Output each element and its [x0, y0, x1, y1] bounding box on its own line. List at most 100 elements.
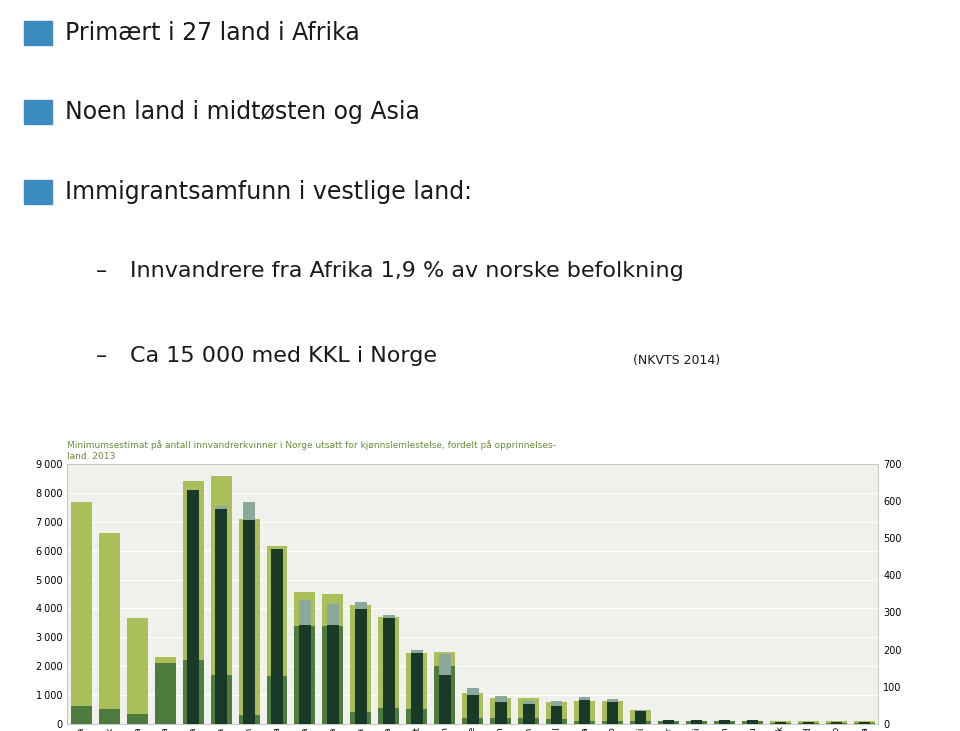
Bar: [272, 550, 283, 724]
Bar: [826, 721, 847, 722]
Bar: [491, 718, 512, 724]
Bar: [607, 702, 618, 724]
Bar: [323, 626, 344, 724]
Bar: [215, 509, 227, 724]
Bar: [551, 706, 563, 724]
Bar: [355, 609, 367, 724]
Bar: [411, 654, 422, 724]
Bar: [238, 715, 259, 724]
Bar: [210, 476, 231, 675]
Bar: [295, 626, 316, 724]
Bar: [300, 600, 311, 626]
Bar: [267, 676, 287, 724]
Text: Minimumsestimat på antall innvandrerkvinner i Norge utsatt for kjønnslemlestelse: Minimumsestimat på antall innvandrerkvin…: [67, 439, 556, 461]
Bar: [127, 618, 148, 713]
Bar: [182, 482, 204, 660]
Bar: [798, 721, 819, 722]
Bar: [187, 490, 199, 724]
Bar: [770, 721, 791, 722]
Bar: [854, 722, 875, 724]
Bar: [71, 706, 91, 724]
Bar: [434, 651, 455, 666]
Bar: [439, 654, 450, 675]
Bar: [495, 702, 507, 724]
Bar: [434, 666, 455, 724]
Bar: [350, 605, 372, 712]
Bar: [579, 697, 590, 700]
Bar: [803, 722, 814, 724]
Bar: [659, 721, 679, 724]
Bar: [602, 702, 623, 721]
Bar: [439, 675, 450, 724]
Bar: [686, 721, 708, 724]
Bar: [579, 700, 590, 724]
Bar: [327, 626, 339, 724]
Bar: [467, 688, 479, 694]
Bar: [630, 721, 651, 724]
Bar: [798, 722, 819, 724]
Bar: [523, 704, 535, 724]
Text: Ca 15 000 med KKL i Norge: Ca 15 000 med KKL i Norge: [130, 346, 437, 366]
Bar: [607, 700, 618, 702]
Bar: [467, 694, 479, 724]
Bar: [127, 713, 148, 724]
Bar: [24, 180, 52, 204]
Text: Innvandrere fra Afrika 1,9 % av norske befolkning: Innvandrere fra Afrika 1,9 % av norske b…: [130, 262, 684, 281]
Bar: [518, 698, 540, 718]
Bar: [854, 721, 875, 722]
Bar: [546, 702, 567, 719]
Bar: [495, 695, 507, 702]
Bar: [551, 702, 563, 706]
Bar: [323, 594, 344, 626]
Bar: [574, 721, 595, 724]
Text: –: –: [96, 262, 108, 281]
Bar: [463, 718, 483, 724]
Text: Immigrantsamfunn i vestlige land:: Immigrantsamfunn i vestlige land:: [65, 180, 472, 204]
Bar: [295, 593, 316, 626]
Bar: [830, 722, 842, 724]
Text: (NKVTS 2014): (NKVTS 2014): [629, 354, 720, 367]
Bar: [267, 546, 287, 676]
Bar: [378, 617, 399, 708]
Bar: [742, 721, 763, 724]
Bar: [411, 651, 422, 654]
Bar: [714, 721, 735, 724]
Bar: [24, 100, 52, 124]
Bar: [775, 722, 786, 724]
Bar: [378, 708, 399, 724]
Bar: [327, 604, 339, 626]
Bar: [71, 501, 91, 706]
Bar: [662, 720, 674, 724]
Bar: [491, 698, 512, 718]
Bar: [747, 720, 758, 724]
Bar: [383, 618, 395, 724]
Bar: [546, 719, 567, 724]
Bar: [243, 520, 254, 724]
Bar: [99, 709, 120, 724]
Bar: [635, 711, 646, 724]
Bar: [355, 602, 367, 609]
Bar: [770, 722, 791, 724]
Text: Noen land i midtøsten og Asia: Noen land i midtøsten og Asia: [65, 100, 420, 124]
Bar: [630, 710, 651, 721]
Bar: [155, 657, 176, 663]
Bar: [383, 615, 395, 618]
Bar: [238, 519, 259, 715]
Bar: [406, 653, 427, 709]
Text: –: –: [96, 346, 108, 366]
Bar: [215, 506, 227, 509]
Text: Primært i 27 land i Afrika: Primært i 27 land i Afrika: [65, 20, 360, 45]
Bar: [858, 722, 870, 724]
Bar: [24, 21, 52, 45]
Bar: [155, 663, 176, 724]
Bar: [574, 701, 595, 721]
Bar: [300, 626, 311, 724]
Bar: [243, 502, 254, 520]
Bar: [182, 660, 204, 724]
Bar: [691, 720, 703, 724]
Bar: [602, 721, 623, 724]
Bar: [463, 694, 483, 718]
Bar: [523, 701, 535, 704]
Bar: [518, 718, 540, 724]
Bar: [826, 722, 847, 724]
